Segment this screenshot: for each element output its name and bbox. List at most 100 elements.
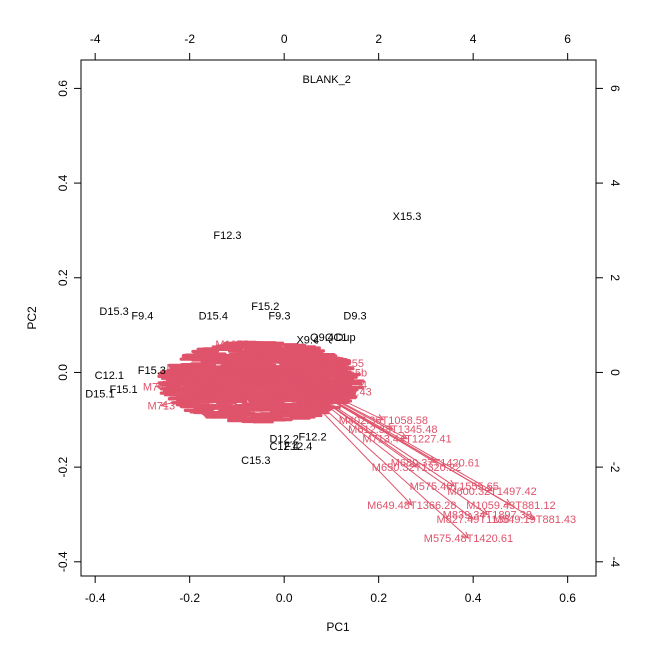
loading-labels: M1059.43T881.12 M549.19T881.43M839.34T189… xyxy=(143,339,576,545)
observation-label: F15.3 xyxy=(138,365,166,377)
loading-arrowhead xyxy=(338,379,347,387)
y-tick-label: 0.4 xyxy=(56,174,70,191)
observation-label: Dup xyxy=(335,332,355,344)
observation-label: F12.2 xyxy=(298,431,326,443)
loading-arrowhead xyxy=(466,512,475,520)
loading-label: M1059.43T881.12 xyxy=(466,500,555,512)
loading-label: M575.40T1555.65 xyxy=(410,481,499,493)
x2-tick-label: -4 xyxy=(90,32,101,46)
loading-arrow xyxy=(284,362,351,373)
x-tick-label: -0.4 xyxy=(85,591,106,605)
loading-arrowhead xyxy=(343,368,352,376)
observation-label: F12.3 xyxy=(213,230,241,242)
loading-label: M650.32T1320.22 xyxy=(372,462,461,474)
observation-label: C15.3 xyxy=(241,455,270,467)
loading-arrow xyxy=(180,367,285,373)
x-tick-label: 0.6 xyxy=(559,591,576,605)
loading-label: M649.48T1366.28 xyxy=(367,500,456,512)
loading-arrow xyxy=(283,372,455,487)
loading-arrowhead xyxy=(231,343,240,351)
observation-label: D12.2 xyxy=(269,434,298,446)
x2-tick-label: 2 xyxy=(375,32,382,46)
observation-label: F15.1 xyxy=(109,384,137,396)
loading-arrow xyxy=(283,372,493,492)
observation-label: Q9.4 xyxy=(310,332,334,344)
loading-arrow xyxy=(283,372,436,463)
loading-label: M680.37T1420.61 xyxy=(391,457,480,469)
y2-tick-label: 6 xyxy=(608,85,622,92)
loading-arrowhead xyxy=(343,386,352,394)
loading-arrow xyxy=(283,371,384,421)
loading-label: M402.36T1058.58 xyxy=(339,415,428,427)
y-tick-label: 0.6 xyxy=(56,80,70,97)
loading-arrow xyxy=(284,371,346,385)
loading-label: M381.54 xyxy=(324,379,367,391)
observation-label: F9.4 xyxy=(131,311,153,323)
x2-tick-label: -2 xyxy=(184,32,195,46)
loading-arrowhead xyxy=(447,479,456,487)
loading-arrow xyxy=(156,371,285,388)
loading-arrowhead xyxy=(409,460,418,468)
loading-arrow xyxy=(283,371,394,430)
y-tick-label: -0.4 xyxy=(56,551,70,572)
loading-label: M713.44T1227.41 xyxy=(362,434,451,446)
y-tick-label: 0.0 xyxy=(56,364,70,381)
observation-labels: BLANK_2 X15.3 F12.3 D15.3 F9.4 D15.4 F15.2F9.3… xyxy=(85,74,421,467)
loading-arrowhead xyxy=(376,414,385,421)
loading-arrow xyxy=(283,372,413,506)
observation-label: D15.3 xyxy=(99,306,128,318)
y2-tick-label: 2 xyxy=(608,274,622,281)
loading-label: M612.33T1345.48 xyxy=(348,424,437,436)
loading-arrowhead xyxy=(179,364,187,372)
x2-tick-label: 0 xyxy=(281,32,288,46)
loading-arrow xyxy=(283,372,474,520)
observation-label: C12.1 xyxy=(95,370,124,382)
observation-label: QC1 xyxy=(325,332,348,344)
x-axis-title: PC1 xyxy=(326,620,350,634)
y-tick-label: -0.2 xyxy=(56,456,70,477)
observation-label: D15.1 xyxy=(85,389,114,401)
y2-tick-label: -4 xyxy=(608,556,622,567)
loading-label: M600.32T1497.42 xyxy=(447,486,536,498)
observation-label: D15.4 xyxy=(199,311,228,323)
plot-frame xyxy=(80,59,597,577)
y2-tick-label: -2 xyxy=(608,462,622,473)
loading-arrowhead xyxy=(527,513,536,520)
loading-arrowhead xyxy=(385,423,394,430)
loading-label: M839.34T1897.38 xyxy=(443,509,532,521)
loading-label: M255b xyxy=(333,367,367,379)
loading-arrow xyxy=(284,371,351,392)
loading-arrowhead xyxy=(404,498,413,506)
loading-arrowhead xyxy=(399,432,409,440)
loading-label: M827.49T1136 xyxy=(437,514,510,526)
loading-arrow xyxy=(283,372,417,468)
loading-arrow xyxy=(161,371,285,407)
x2-tick-label: 4 xyxy=(470,32,477,46)
x2-tick-label: 6 xyxy=(564,32,571,46)
loading-label: M437.43 xyxy=(329,386,372,398)
observation-label: F12.4 xyxy=(284,441,312,453)
loading-label: M1055 xyxy=(215,339,249,351)
loading-arrowhead xyxy=(428,456,437,463)
x-tick-label: 0.0 xyxy=(276,591,293,605)
observation-label: F15.2 xyxy=(251,301,279,313)
x-tick-label: 0.4 xyxy=(465,591,482,605)
observation-label: F9.3 xyxy=(268,311,290,323)
observation-label: X9.4 xyxy=(296,334,319,346)
x-tick-label: 0.2 xyxy=(370,591,387,605)
axes: -0.4 -0.2 0.0 0.2 0.4 0.6 -0.4 -0.2 0.0 0.2 0.4 0.6… xyxy=(56,32,622,605)
y2-tick-label: 0 xyxy=(608,369,622,376)
loading-arrows xyxy=(155,343,536,539)
loading-label: M549.19T881.43 xyxy=(493,514,576,526)
loading-label: M740 xyxy=(143,382,171,394)
loading-arrowhead xyxy=(485,484,494,492)
loading-arrow xyxy=(283,372,469,539)
loading-arrowhead xyxy=(461,531,470,539)
observation-label: X15.3 xyxy=(393,211,422,223)
loading-arrowhead xyxy=(480,508,489,516)
y-axis-title: PC2 xyxy=(25,306,39,330)
loading-arrowhead xyxy=(155,382,164,390)
observation-label: BLANK_2 xyxy=(303,74,351,86)
y-tick-label: 0.2 xyxy=(56,269,70,286)
